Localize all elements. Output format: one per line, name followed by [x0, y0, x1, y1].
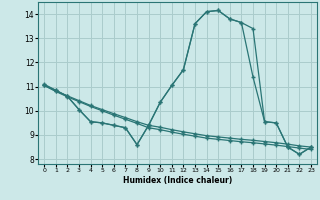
- X-axis label: Humidex (Indice chaleur): Humidex (Indice chaleur): [123, 176, 232, 185]
